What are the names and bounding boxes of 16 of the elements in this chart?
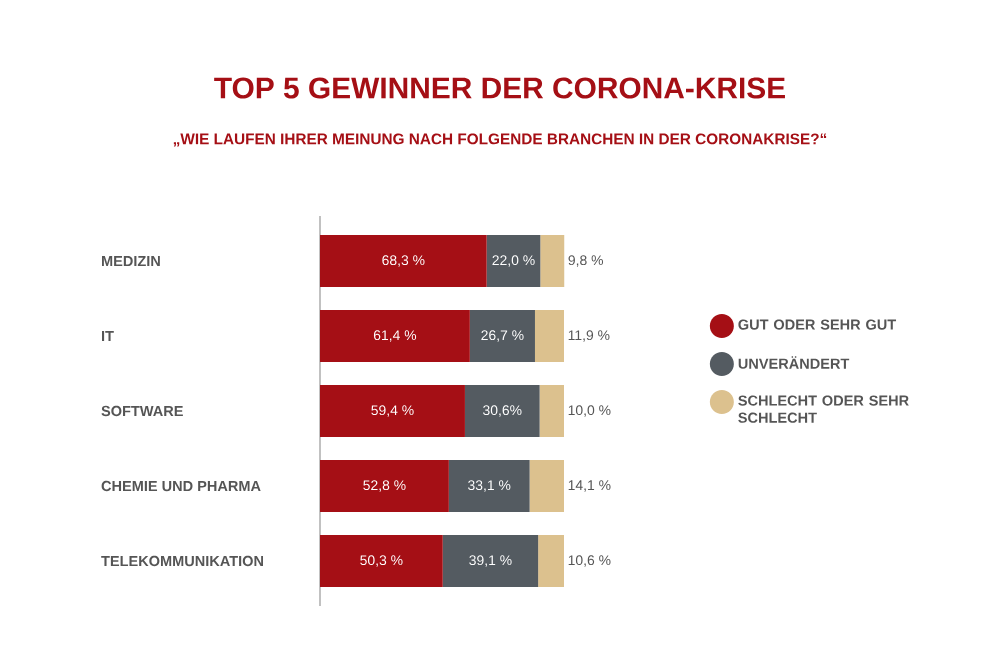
- bar: [320, 385, 465, 437]
- bar: [464, 385, 540, 437]
- bar: [486, 235, 541, 287]
- bar: [320, 535, 443, 587]
- bar: [320, 235, 487, 287]
- bar: [539, 385, 564, 437]
- chart-title: TOP 5 GEWINNER DER CORONA-KRISE: [214, 77, 785, 99]
- bar: [540, 235, 565, 287]
- bar: [448, 460, 530, 512]
- bar: [538, 535, 564, 587]
- bar: [320, 460, 449, 512]
- bar: [442, 535, 539, 587]
- bar: [320, 310, 470, 362]
- bar: [469, 310, 535, 362]
- bar: [534, 310, 564, 362]
- bar: [529, 460, 564, 512]
